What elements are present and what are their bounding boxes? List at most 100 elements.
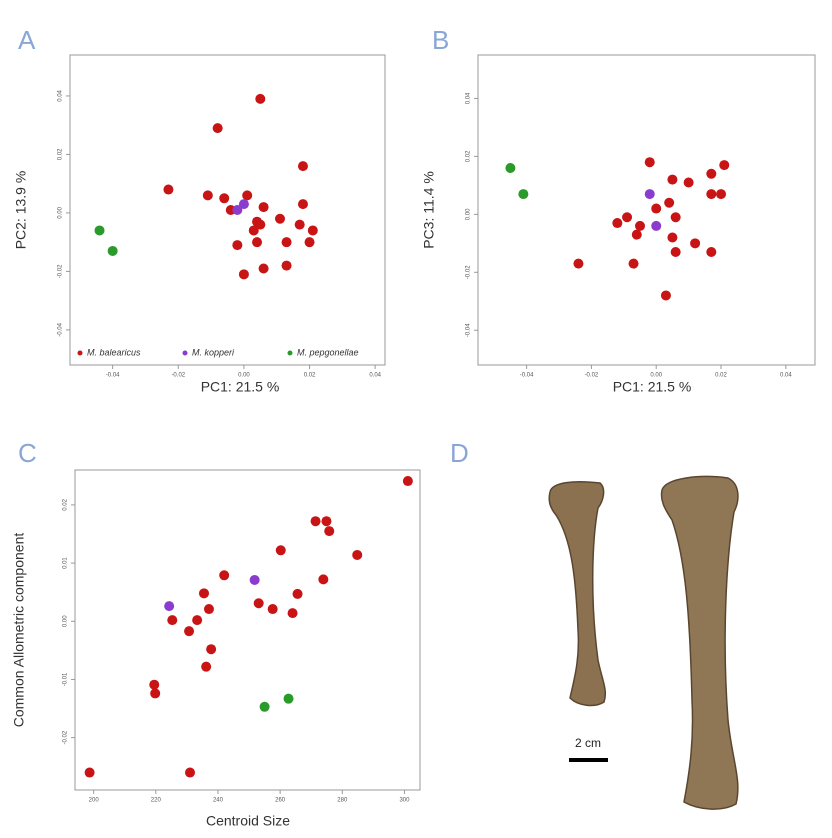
data-point <box>150 688 161 699</box>
data-point <box>321 516 332 527</box>
data-point <box>267 604 278 615</box>
data-point <box>258 263 269 274</box>
legend-marker <box>182 350 188 356</box>
y-axis-label: PC2: 13.9 % <box>13 171 29 250</box>
x-axis-label: PC1: 21.5 % <box>613 379 692 395</box>
data-point <box>255 93 266 104</box>
data-point <box>149 679 160 690</box>
x-tick-label: -0.04 <box>520 373 534 379</box>
y-tick-label: 0.02 <box>466 150 472 162</box>
data-point <box>219 193 230 204</box>
data-point <box>667 174 678 185</box>
data-point <box>232 240 243 251</box>
data-point <box>297 199 308 210</box>
data-point <box>185 767 195 778</box>
data-point <box>716 189 727 200</box>
data-point <box>297 161 308 172</box>
data-point <box>318 574 329 585</box>
data-point <box>84 767 95 778</box>
data-point <box>292 588 303 599</box>
x-tick-label: 260 <box>275 798 286 804</box>
data-point <box>275 213 285 224</box>
data-point <box>651 220 662 231</box>
data-point <box>232 205 243 215</box>
data-point <box>212 123 223 134</box>
data-point <box>258 202 269 213</box>
data-point <box>635 220 646 231</box>
y-tick-label: -0.02 <box>63 730 69 744</box>
data-point <box>706 189 717 200</box>
bone-small <box>548 480 607 707</box>
data-point <box>242 190 253 201</box>
x-tick-label: 0.00 <box>238 373 250 379</box>
y-tick-label: 0.00 <box>63 615 69 627</box>
data-point <box>203 604 214 615</box>
x-tick-label: 0.04 <box>369 373 381 379</box>
data-point <box>644 189 655 200</box>
bone-photo <box>548 475 739 810</box>
data-point <box>281 237 292 248</box>
y-tick-label: 0.04 <box>58 89 64 101</box>
data-point <box>202 190 213 201</box>
data-point <box>706 247 717 258</box>
plot-frame <box>477 54 816 366</box>
data-point <box>670 212 681 223</box>
data-point <box>706 168 717 179</box>
x-tick-label: 0.04 <box>780 373 792 379</box>
y-tick-label: -0.04 <box>466 323 472 337</box>
data-point <box>252 237 263 248</box>
data-point <box>249 574 260 585</box>
data-point <box>248 225 259 236</box>
y-tick-label: -0.02 <box>466 265 472 279</box>
x-tick-label: 0.02 <box>304 373 316 379</box>
data-point <box>259 701 270 712</box>
data-point <box>94 225 105 236</box>
y-tick-label: 0.04 <box>466 92 472 104</box>
x-tick-label: 240 <box>213 798 224 804</box>
y-tick-label: -0.01 <box>63 672 69 686</box>
data-point <box>310 516 321 527</box>
data-point <box>719 160 730 171</box>
x-tick-label: 200 <box>89 798 100 804</box>
bone-large <box>660 475 739 810</box>
data-point <box>192 615 203 626</box>
legend-marker <box>287 350 293 356</box>
data-point <box>690 238 701 249</box>
data-point <box>198 588 209 599</box>
data-point <box>184 626 195 637</box>
data-point <box>651 203 662 214</box>
data-point <box>253 598 264 609</box>
x-tick-label: 0.00 <box>650 373 662 379</box>
data-point <box>402 476 413 487</box>
data-point <box>163 184 174 195</box>
x-axis-label: PC1: 21.5 % <box>201 379 280 395</box>
data-point <box>307 225 318 236</box>
data-point <box>631 229 642 240</box>
data-point <box>644 157 655 168</box>
y-tick-label: 0.02 <box>58 148 64 160</box>
data-point <box>201 661 212 672</box>
data-point <box>167 615 178 626</box>
data-point <box>670 247 681 258</box>
data-point <box>352 549 363 560</box>
y-axis-label: PC3: 11.4 % <box>421 171 437 249</box>
data-point <box>304 237 315 248</box>
data-point <box>283 693 294 704</box>
x-tick-label: 300 <box>399 798 410 804</box>
x-tick-label: -0.02 <box>585 373 599 379</box>
legend-entry: M. pepgonellae <box>297 347 359 357</box>
x-tick-label: -0.02 <box>171 373 185 379</box>
data-point <box>238 269 249 280</box>
data-point <box>324 526 335 537</box>
x-tick-label: -0.04 <box>106 373 120 379</box>
data-point <box>612 218 623 229</box>
data-point <box>219 570 230 581</box>
panel-label: B <box>432 25 449 55</box>
data-point <box>683 177 694 188</box>
plot-frame <box>69 54 386 366</box>
y-tick-label: 0.02 <box>63 498 69 510</box>
data-point <box>628 258 639 269</box>
data-point <box>281 260 292 271</box>
panel-label: C <box>18 438 37 468</box>
